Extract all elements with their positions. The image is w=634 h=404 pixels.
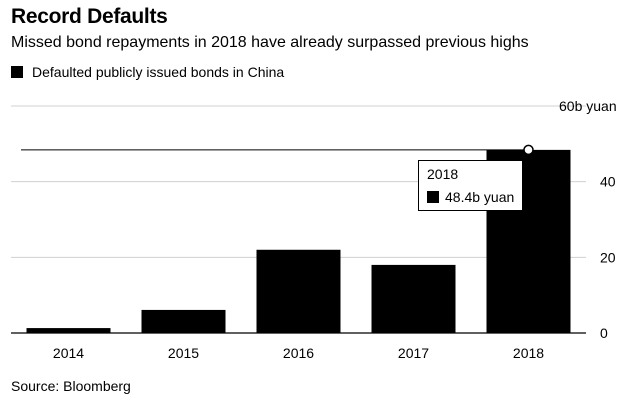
tooltip-value-row: 48.4b yuan [427, 189, 514, 205]
tooltip: 2018 48.4b yuan [418, 160, 523, 211]
x-tick-label: 2018 [513, 345, 544, 361]
legend: Defaulted publicly issued bonds in China [11, 64, 284, 80]
legend-swatch [11, 66, 23, 78]
y-tick-label: 40 [600, 174, 616, 190]
bar-2015 [141, 309, 226, 333]
bar-2016 [256, 249, 341, 333]
bar-2017 [371, 264, 456, 333]
bar-2014 [26, 328, 111, 333]
y-tick-label: 20 [600, 249, 616, 265]
x-tick-label: 2016 [283, 345, 314, 361]
tooltip-swatch [427, 191, 439, 203]
hover-marker [523, 144, 534, 156]
y-tick-label: 0 [600, 325, 608, 341]
x-tick-label: 2015 [168, 345, 199, 361]
source-note: Source: Bloomberg [11, 378, 131, 394]
legend-label: Defaulted publicly issued bonds in China [32, 64, 285, 80]
tooltip-year: 2018 [427, 166, 459, 182]
y-tick-label: 60b yuan [559, 98, 617, 114]
x-tick-label: 2017 [398, 345, 429, 361]
chart-title: Record Defaults [11, 5, 168, 28]
tooltip-value: 48.4b yuan [445, 189, 515, 205]
x-tick-label: 2014 [53, 345, 84, 361]
chart-subtitle: Missed bond repayments in 2018 have alre… [11, 34, 529, 51]
